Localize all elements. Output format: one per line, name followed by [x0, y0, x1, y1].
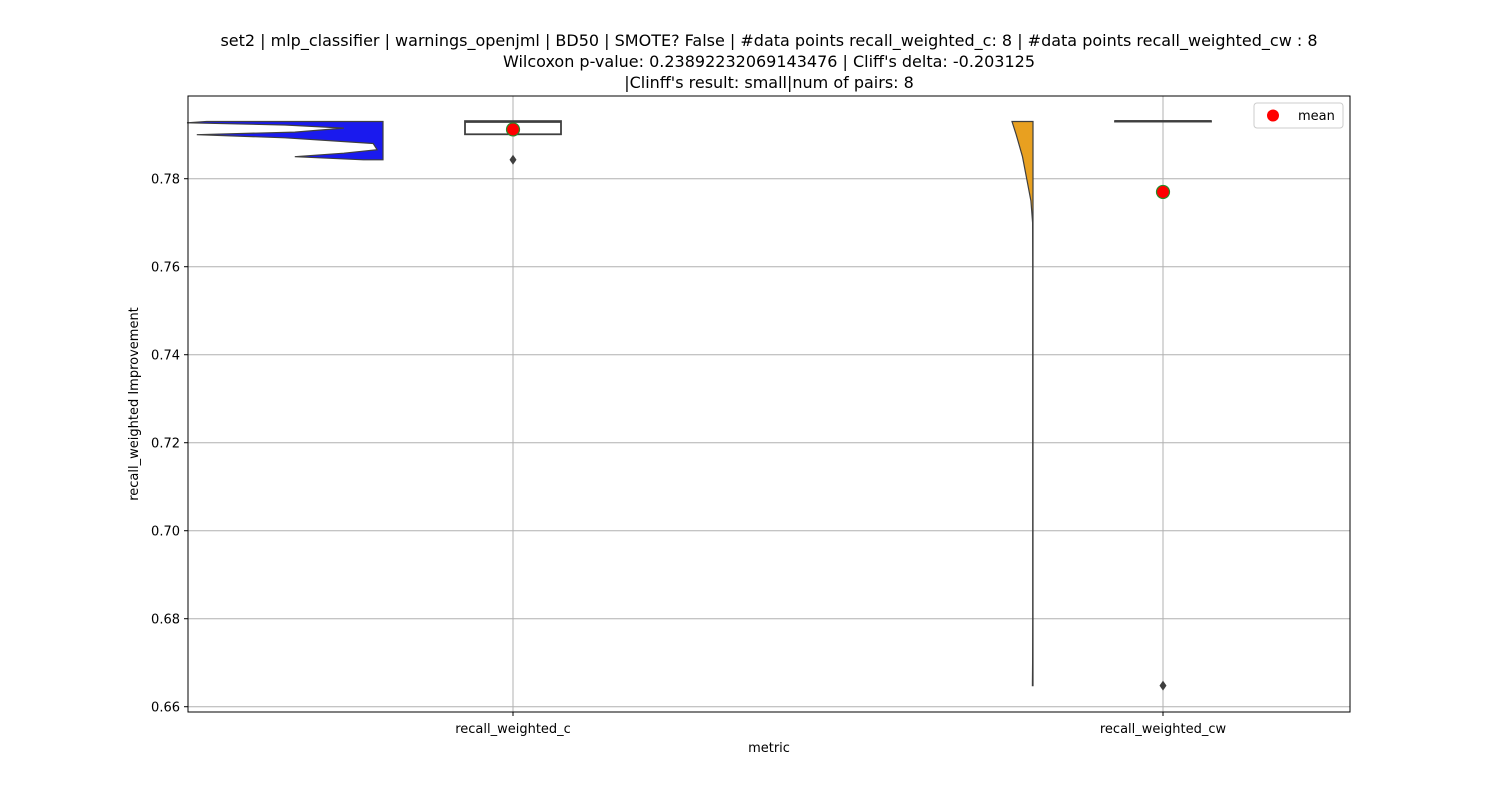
violin-recall_weighted_c [186, 120, 384, 161]
y-tick-label: 0.70 [151, 525, 180, 540]
y-axis-ticks: 0.66 0.68 0.70 0.72 0.74 0.76 0.78 [151, 173, 188, 716]
y-axis-label: recall_weighted Improvement [127, 307, 142, 501]
y-tick-label: 0.78 [151, 173, 180, 188]
box-recall_weighted_cw [1114, 120, 1212, 691]
violin-recall_weighted_cw [1011, 120, 1034, 687]
grid-lines [188, 96, 1350, 712]
y-tick-label: 0.66 [151, 701, 180, 716]
plot-area-frame [187, 95, 1351, 713]
chart-title-line-1: set2 | mlp_classifier | warnings_openjml… [220, 31, 1317, 51]
x-tick-label: recall_weighted_c [455, 722, 571, 737]
chart-title-line-2: Wilcoxon p-value: 0.23892232069143476 | … [503, 52, 1035, 71]
legend-label: mean [1298, 109, 1335, 124]
legend: mean [1253, 102, 1344, 129]
mean-marker-recall_weighted_c [505, 122, 521, 137]
y-tick-label: 0.72 [151, 437, 180, 452]
x-axis-label: metric [748, 741, 790, 756]
outlier-point [509, 154, 517, 165]
x-tick-label: recall_weighted_cw [1100, 722, 1227, 737]
violins [186, 120, 1034, 687]
y-tick-label: 0.74 [151, 349, 180, 364]
legend-box [1253, 102, 1344, 129]
y-tick-label: 0.68 [151, 613, 180, 628]
mean-marker-recall_weighted_cw [1155, 184, 1171, 200]
legend-mean-marker [1267, 109, 1279, 122]
box-plots [464, 120, 1212, 691]
y-tick-label: 0.76 [151, 261, 180, 276]
outlier-point [1159, 680, 1167, 691]
x-axis-ticks: recall_weighted_c recall_weighted_cw [455, 712, 1226, 737]
chart-title-line-3: |Clinff's result: small|num of pairs: 8 [624, 73, 914, 92]
chart-title: set2 | mlp_classifier | warnings_openjml… [220, 31, 1317, 92]
mean-markers [505, 122, 1171, 200]
